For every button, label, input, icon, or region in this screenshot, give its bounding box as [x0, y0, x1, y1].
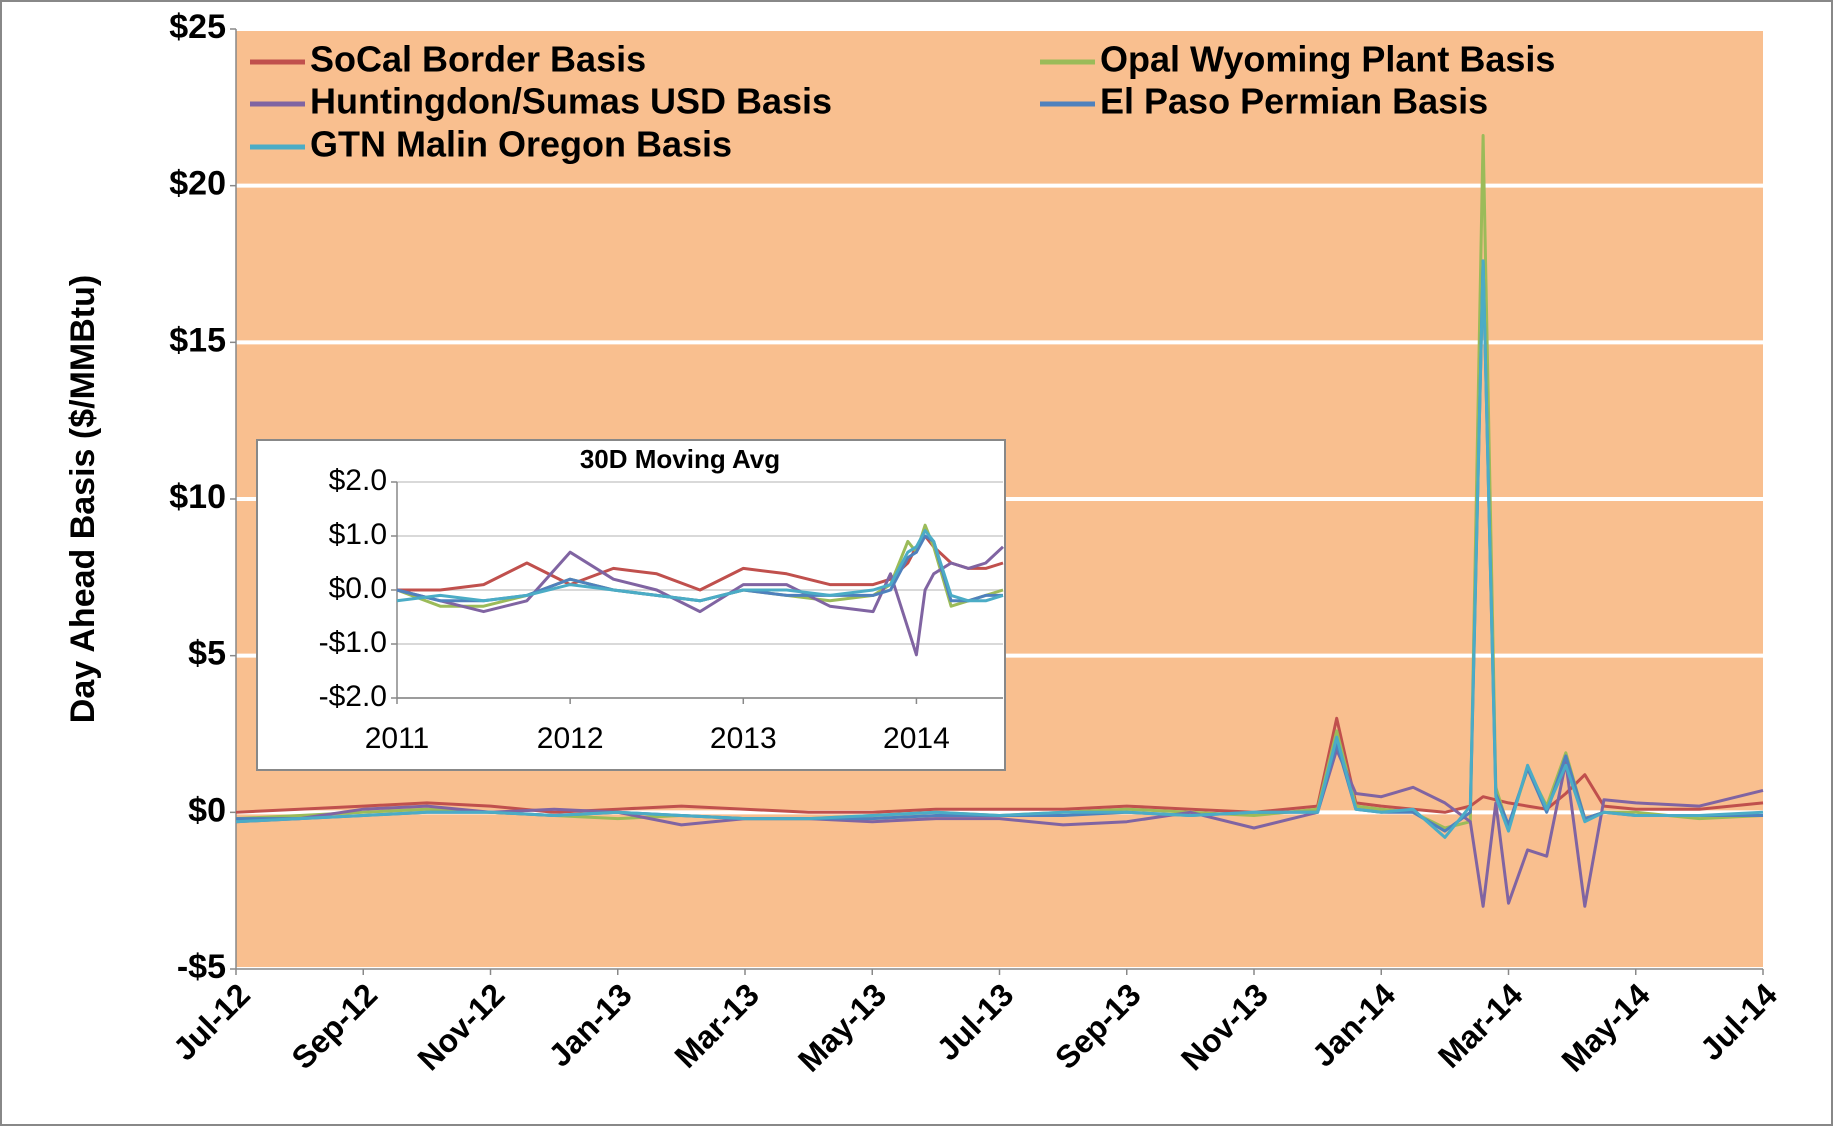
- y-tick-label: $0: [188, 791, 226, 829]
- y-tick-label: $20: [169, 165, 226, 203]
- x-tick-label: 2013: [710, 722, 777, 755]
- y-tick-label: -$5: [177, 948, 226, 986]
- legend-label: SoCal Border Basis: [310, 39, 646, 80]
- x-tick-label: 2014: [883, 722, 950, 755]
- legend-label: Opal Wyoming Plant Basis: [1100, 39, 1555, 80]
- y-tick-label: $15: [169, 321, 226, 359]
- y-tick-label: $1.0: [329, 518, 387, 551]
- series-line: [396, 545, 1005, 657]
- legend-label: Huntingdon/Sumas USD Basis: [310, 81, 832, 122]
- y-tick-label: -$1.0: [319, 626, 387, 659]
- y-tick-label: $5: [188, 635, 226, 673]
- series-line: [396, 529, 1004, 603]
- y-axis-title: Day Ahead Basis ($/MMBtu): [64, 275, 102, 723]
- series-line: [397, 534, 1004, 592]
- x-tick-label: 2011: [365, 722, 430, 755]
- legend-label: El Paso Permian Basis: [1100, 81, 1488, 122]
- inset-title: 30D Moving Avg: [580, 444, 780, 474]
- y-tick-label: $0.0: [329, 572, 387, 605]
- series-line: [235, 259, 1764, 839]
- y-tick-label: $25: [169, 8, 226, 46]
- y-tick-label: $10: [169, 478, 226, 516]
- legend-label: GTN Malin Oregon Basis: [310, 124, 732, 165]
- y-tick-label: $2.0: [329, 464, 387, 497]
- x-tick-label: 2012: [537, 722, 604, 755]
- y-tick-label: -$2.0: [319, 680, 387, 713]
